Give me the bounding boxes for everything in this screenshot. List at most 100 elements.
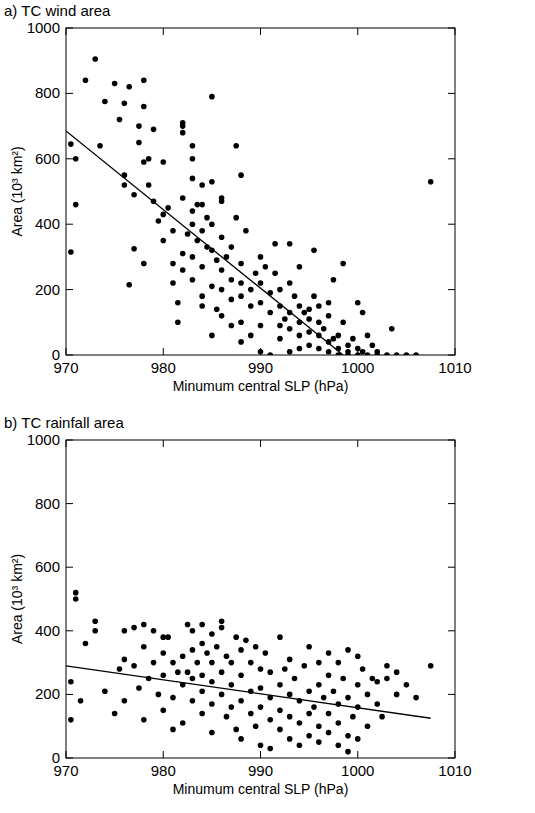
scatter-point [190, 221, 196, 227]
scatter-point [326, 711, 332, 717]
x-tick-label: 1000 [341, 359, 374, 376]
scatter-point [379, 714, 385, 720]
y-tick-label: 400 [35, 622, 60, 639]
scatter-point [243, 228, 249, 234]
scatter-point [151, 660, 157, 666]
x-tick [163, 348, 164, 355]
scatter-point [345, 695, 351, 701]
x-tick [163, 440, 164, 447]
scatter-point [214, 306, 220, 312]
scatter-point [224, 653, 230, 659]
scatter-point [156, 218, 162, 224]
scatter-point [355, 346, 361, 352]
scatter-point [316, 739, 322, 745]
x-axis-label: Minumum central SLP (hPa) [173, 781, 349, 797]
scatter-point [336, 701, 342, 707]
x-tick [260, 440, 261, 447]
scatter-point [180, 130, 186, 136]
scatter-point [122, 628, 128, 634]
scatter-point [238, 698, 244, 704]
y-tick [66, 503, 73, 504]
scatter-point [331, 688, 337, 694]
scatter-point [209, 679, 215, 685]
scatter-point [170, 695, 176, 701]
scatter-point [311, 704, 317, 710]
scatter-point [394, 692, 400, 698]
y-tick [66, 28, 73, 29]
scatter-point [209, 221, 215, 227]
scatter-point [190, 254, 196, 260]
scatter-point [165, 205, 171, 211]
scatter-point [340, 320, 346, 326]
scatter-point [326, 673, 332, 679]
scatter-point [345, 749, 351, 755]
scatter-point [272, 241, 278, 247]
panel: a) TC wind area9709809901000101002004006… [4, 2, 472, 394]
scatter-point [199, 622, 205, 628]
scatter-point [277, 634, 283, 640]
scatter-point [258, 349, 264, 355]
x-tick-label: 990 [248, 762, 273, 779]
scatter-point [428, 663, 434, 669]
scatter-point [316, 723, 322, 729]
scatter-point [78, 698, 84, 704]
scatter-point [83, 78, 89, 84]
scatter-point [214, 257, 220, 263]
scatter-point [233, 634, 239, 640]
scatter-point [243, 638, 249, 644]
scatter-point [267, 746, 273, 752]
y-tick [448, 630, 455, 631]
scatter-point [219, 313, 225, 319]
y-tick [448, 694, 455, 695]
scatter-point [122, 100, 128, 106]
y-tick-label: 200 [35, 685, 60, 702]
scatter-point [229, 297, 235, 303]
scatter-point [238, 673, 244, 679]
scatter-point [112, 81, 118, 87]
scatter-point [258, 742, 264, 748]
scatter-point [238, 339, 244, 345]
scatter-point [209, 333, 215, 339]
y-tick [66, 630, 73, 631]
scatter-point [258, 704, 264, 710]
scatter-point [229, 244, 235, 250]
scatter-point [350, 336, 356, 342]
y-tick-label: 1000 [27, 19, 60, 36]
y-tick [448, 93, 455, 94]
y-tick [448, 567, 455, 568]
scatter-point [316, 303, 322, 309]
y-tick [448, 28, 455, 29]
y-tick [448, 158, 455, 159]
scatter-point [170, 660, 176, 666]
scatter-point [389, 326, 395, 332]
scatter-point [190, 647, 196, 653]
scatter-point [287, 714, 293, 720]
scatter-point [248, 287, 254, 293]
scatter-point [141, 717, 147, 723]
scatter-point [146, 182, 152, 188]
scatter-point [238, 320, 244, 326]
y-tick [448, 503, 455, 504]
scatter-point [229, 682, 235, 688]
x-tick-label: 1010 [438, 359, 471, 376]
scatter-point [97, 143, 103, 149]
scatter-point [360, 310, 366, 316]
scatter-point [258, 666, 264, 672]
scatter-point [146, 156, 152, 162]
scatter-point [160, 212, 166, 218]
scatter-point [374, 679, 380, 685]
scatter-point [199, 182, 205, 188]
scatter-point [263, 264, 269, 270]
scatter-point [355, 300, 361, 306]
scatter-point [258, 280, 264, 286]
scatter-point [292, 676, 298, 682]
scatter-point [126, 282, 132, 288]
scatter-point [233, 143, 239, 149]
y-tick-label: 0 [52, 346, 60, 363]
scatter-point [219, 618, 225, 624]
scatter-point [73, 596, 79, 602]
scatter-point [248, 303, 254, 309]
scatter-point [345, 647, 351, 653]
scatter-point [253, 723, 259, 729]
x-tick [163, 28, 164, 35]
